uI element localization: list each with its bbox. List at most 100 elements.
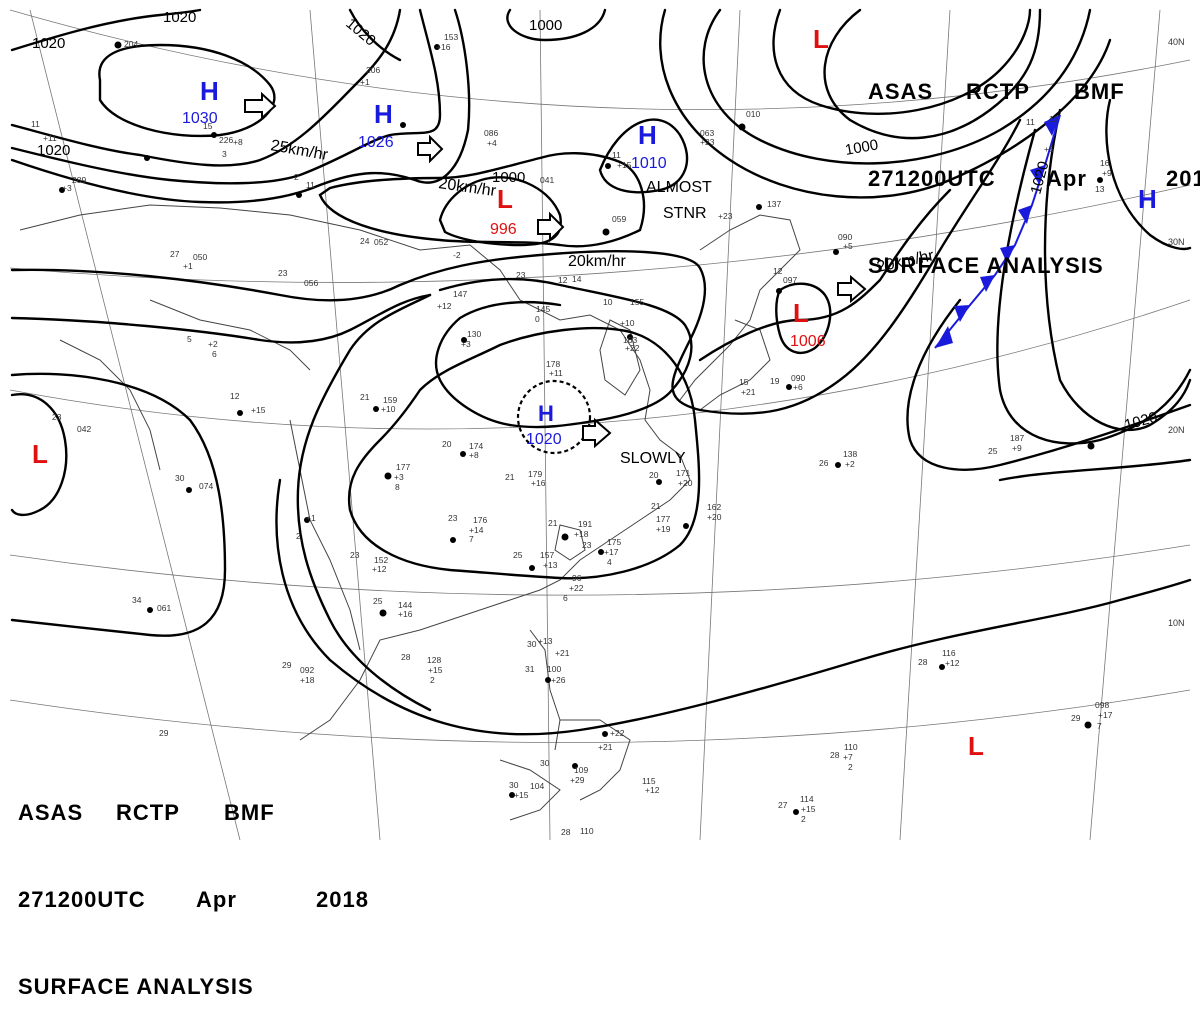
svg-text:+1: +1: [183, 261, 193, 271]
svg-text:+12: +12: [437, 301, 452, 311]
isobar-label: 1000: [492, 169, 525, 186]
svg-text:+7: +7: [843, 752, 853, 762]
svg-text:+21: +21: [555, 648, 570, 658]
svg-text:21: 21: [505, 472, 515, 482]
svg-text:14: 14: [572, 274, 582, 284]
svg-text:191: 191: [578, 519, 592, 529]
low-pressure-value: 1006: [790, 333, 826, 350]
svg-text:+10: +10: [620, 318, 635, 328]
svg-text:30: 30: [540, 758, 550, 768]
svg-text:+8: +8: [233, 137, 243, 147]
high-pressure-value: 1030: [182, 110, 218, 127]
high-center-symbol: H: [1138, 184, 1157, 214]
svg-text:+15: +15: [251, 405, 266, 415]
svg-text:23: 23: [278, 268, 288, 278]
svg-text:100: 100: [547, 664, 561, 674]
svg-text:+15: +15: [801, 804, 816, 814]
svg-text:+22: +22: [569, 583, 584, 593]
svg-text:187: 187: [1010, 433, 1024, 443]
motion-arrow: [837, 274, 867, 304]
isobar-label: 1000: [529, 17, 562, 34]
svg-text:176: 176: [473, 515, 487, 525]
svg-text:147: 147: [453, 289, 467, 299]
svg-text:177: 177: [396, 462, 410, 472]
chart-header-top: ASAS RCTP BMF 271200UTC Apr 2018 SURFACE ANA…: [868, 19, 1200, 309]
low-pressure-value: 996: [490, 221, 517, 238]
svg-text:+17: +17: [604, 547, 619, 557]
svg-text:115: 115: [642, 776, 656, 786]
svg-text:20: 20: [442, 439, 452, 449]
motion-arrow: [582, 417, 612, 449]
high-pressure-value: 1026: [358, 134, 394, 151]
svg-text:+12: +12: [372, 564, 387, 574]
svg-text:109: 109: [574, 765, 588, 775]
svg-text:8: 8: [395, 482, 400, 492]
svg-text:23: 23: [516, 270, 526, 280]
svg-text:+20: +20: [678, 478, 693, 488]
svg-text:041: 041: [540, 175, 554, 185]
svg-text:+21: +21: [598, 742, 613, 752]
svg-text:+6: +6: [793, 382, 803, 392]
low-center-symbol: L: [32, 439, 48, 469]
svg-text:25: 25: [373, 596, 383, 606]
svg-text:+16: +16: [436, 42, 451, 52]
low-center-symbol: L: [793, 298, 809, 328]
low-center-symbol: L: [968, 731, 984, 761]
svg-text:15: 15: [739, 377, 749, 387]
header-datetime: 271200UTC: [18, 887, 146, 912]
svg-text:206: 206: [366, 65, 380, 75]
svg-text:34: 34: [132, 595, 142, 605]
svg-text:2: 2: [294, 172, 299, 182]
svg-text:063: 063: [700, 128, 714, 138]
svg-text:056: 056: [304, 278, 318, 288]
svg-text:130: 130: [467, 329, 481, 339]
header-station: RCTP: [116, 800, 180, 825]
svg-text:16: 16: [1100, 158, 1110, 168]
svg-text:226: 226: [219, 135, 233, 145]
low-center-symbol: L: [497, 184, 513, 214]
svg-text:2: 2: [848, 762, 853, 772]
svg-text:010: 010: [746, 109, 760, 119]
svg-text:12: 12: [1049, 114, 1059, 124]
svg-text:+2: +2: [845, 459, 855, 469]
svg-text:21: 21: [360, 392, 370, 402]
svg-text:178: 178: [546, 359, 560, 369]
isobar-label: 1000: [844, 136, 880, 159]
high-pressure-value: 1020: [526, 431, 562, 448]
svg-text:20: 20: [649, 470, 659, 480]
svg-text:+29: +29: [570, 775, 585, 785]
lat-label: 40N: [1168, 37, 1185, 47]
svg-text:+19: +19: [656, 524, 671, 534]
svg-text:+12: +12: [645, 785, 660, 795]
svg-text:+5: +5: [1044, 144, 1054, 154]
svg-text:+2: +2: [208, 339, 218, 349]
svg-text:12: 12: [558, 275, 568, 285]
svg-text:090: 090: [791, 373, 805, 383]
svg-text:042: 042: [77, 424, 91, 434]
svg-text:+16: +16: [398, 609, 413, 619]
svg-text:31: 31: [525, 664, 535, 674]
svg-text:11: 11: [612, 150, 621, 160]
header-office: BMF: [1074, 79, 1125, 104]
svg-text:204: 204: [124, 39, 138, 49]
svg-text:052: 052: [374, 237, 388, 247]
svg-text:+23: +23: [700, 137, 715, 147]
svg-text:29: 29: [282, 660, 292, 670]
svg-text:11: 11: [31, 119, 40, 129]
svg-text:+9: +9: [1012, 443, 1022, 453]
svg-text:110: 110: [844, 742, 858, 752]
svg-text:+12: +12: [945, 658, 960, 668]
svg-text:+9: +9: [1102, 168, 1112, 178]
svg-text:6: 6: [212, 349, 217, 359]
svg-text:25: 25: [988, 446, 998, 456]
svg-text:+11: +11: [43, 133, 57, 143]
svg-text:092: 092: [300, 665, 314, 675]
svg-text:+15: +15: [514, 790, 529, 800]
motion-arrow: [537, 211, 565, 243]
svg-text:059: 059: [612, 214, 626, 224]
svg-text:289: 289: [72, 175, 86, 185]
svg-text:074: 074: [199, 481, 213, 491]
high-pressure-value: 1010: [631, 155, 667, 172]
station-plots: [59, 41, 1103, 815]
header-title: SURFACE ANALYSIS: [18, 974, 254, 999]
